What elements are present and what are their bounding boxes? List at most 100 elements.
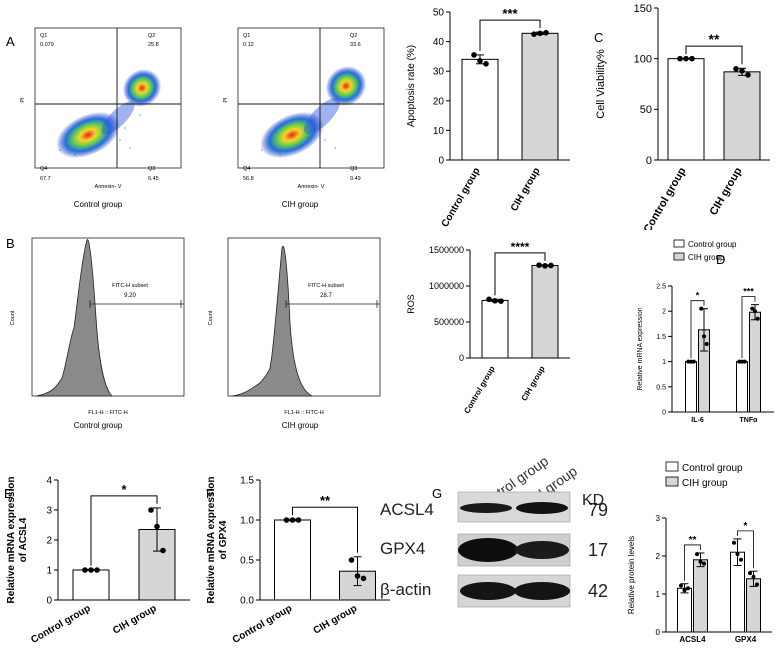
data-point <box>750 306 755 311</box>
y-tick-label: 0.5 <box>240 556 254 567</box>
panel-letter-a: A <box>6 34 15 49</box>
y-axis-label-line: of ACSL4 <box>18 517 29 562</box>
kd-gpx4: 17 <box>588 540 608 560</box>
category-label: Control group <box>440 166 483 229</box>
significance-bracket <box>685 45 743 65</box>
y-tick-label: 2.5 <box>656 283 666 290</box>
y-tick-label: 2 <box>656 552 661 561</box>
significance-stars: ** <box>320 493 331 508</box>
panel-letter-b: B <box>6 236 15 251</box>
data-point <box>691 359 696 364</box>
data-point <box>348 557 355 563</box>
significance-stars: **** <box>511 240 530 254</box>
data-point <box>154 523 160 530</box>
significance-bracket <box>479 19 541 51</box>
bar <box>461 58 499 161</box>
q4-value: 56.8 <box>243 176 254 182</box>
data-point <box>739 68 745 74</box>
significance-stars: * <box>744 521 748 532</box>
significance-stars: ** <box>709 31 720 47</box>
ros-histogram-panels: FITC-H subset 9.20 FL1-H :: FITC-H Count… <box>10 237 381 430</box>
significance-bracket <box>292 506 358 553</box>
data-point <box>695 552 699 557</box>
y-tick-label: 0 <box>438 156 444 167</box>
hist1-ylabel: Count <box>10 310 16 325</box>
y-tick-label: 100 <box>634 54 652 66</box>
q1-value: 0.079 <box>40 42 54 48</box>
y-tick-label: 4 <box>46 476 52 487</box>
y-axis-label: Relative protein levels <box>627 536 636 614</box>
band-label-acsl4: ACSL4 <box>380 500 434 519</box>
data-point <box>82 567 88 573</box>
data-point <box>735 552 740 557</box>
flow-cytometry-panels: Q1 0.079 Q2 25.8 Q4 67.7 Q3 6.45 Annexin… <box>20 27 385 209</box>
significance-bracket <box>737 530 754 569</box>
legend-swatch <box>673 252 685 261</box>
legend-label: Control group <box>688 240 737 249</box>
category-label: CIH group <box>312 603 359 637</box>
data-point <box>704 341 709 346</box>
data-point <box>686 359 691 364</box>
legend-label: CIH group <box>688 253 725 262</box>
significance-bracket <box>90 495 158 566</box>
y-tick-label: 3 <box>656 514 661 523</box>
q4-label: Q4 <box>40 166 47 172</box>
data-point <box>732 540 736 545</box>
q1-label: Q1 <box>40 33 47 39</box>
category-label: IL-6 <box>691 417 704 424</box>
apoptosis-chart: 0 10 20 30 40 50 Apoptosis rate (%) Control gro… <box>406 6 570 229</box>
y-axis-label: Apoptosis rate (%) <box>406 45 417 127</box>
q3-label: Q3 <box>350 166 357 172</box>
category-label: ACSL4 <box>679 635 706 644</box>
western-blot: Control group CIH group KD ACSL4 79 GPX4… <box>380 453 608 608</box>
viability-chart: 0 50 100 150 Cell Viability% Control group CIH… <box>595 3 770 230</box>
data-point <box>289 517 296 523</box>
data-point <box>548 262 554 269</box>
data-point <box>751 574 756 579</box>
bar <box>481 299 509 359</box>
data-point <box>295 517 302 523</box>
legend-swatch <box>665 461 679 472</box>
data-point <box>679 583 683 588</box>
q2-value: 33.6 <box>350 42 361 48</box>
data-point <box>702 334 706 339</box>
q4-label: Q4 <box>243 166 250 172</box>
q1-label: Q1 <box>243 33 250 39</box>
q2-label: Q2 <box>148 33 155 39</box>
q3-value: 6.45 <box>148 176 159 182</box>
data-point <box>702 561 706 566</box>
data-point <box>88 567 94 573</box>
bar <box>521 32 559 161</box>
y-tick-label: 500000 <box>434 317 464 327</box>
y-axis-label-line: of GPX4 <box>218 520 229 559</box>
hist1-xlabel: FL1-H :: FITC-H <box>88 410 127 416</box>
band-label-gpx4: GPX4 <box>380 539 425 558</box>
flow2-xlabel: Annexin- V <box>298 184 325 190</box>
data-point <box>354 573 361 579</box>
hist2-ylabel: Count <box>208 310 214 325</box>
hist1-value: 9.20 <box>124 293 136 299</box>
y-tick-label: 150 <box>634 3 652 15</box>
q2-label: Q2 <box>350 33 357 39</box>
y-tick-label: 1.5 <box>656 334 666 341</box>
mrna-chart: 0 0.5 1 1.5 2 2.5 Relative mRNA expression IL-6… <box>637 239 774 424</box>
data-point <box>542 263 548 269</box>
flow2-ylabel: PI <box>223 97 229 103</box>
y-axis-label: Relative mRNA expression <box>637 307 644 390</box>
y-tick-label: 1000000 <box>429 281 464 291</box>
category-label: CIH group <box>708 165 745 217</box>
significance-stars: ** <box>689 535 697 546</box>
bar <box>274 519 311 601</box>
kd-header: KD <box>582 492 604 509</box>
hist1-gate: FITC-H subset <box>112 283 148 289</box>
data-point <box>531 31 537 37</box>
data-point <box>283 517 290 523</box>
data-point <box>698 559 703 564</box>
data-point <box>737 359 742 364</box>
y-tick-label: 2 <box>46 536 52 547</box>
category-label: CIH group <box>509 166 543 213</box>
data-point <box>686 586 690 591</box>
panel-letter-g: G <box>432 486 443 501</box>
q1-value: 0.12 <box>243 42 254 48</box>
